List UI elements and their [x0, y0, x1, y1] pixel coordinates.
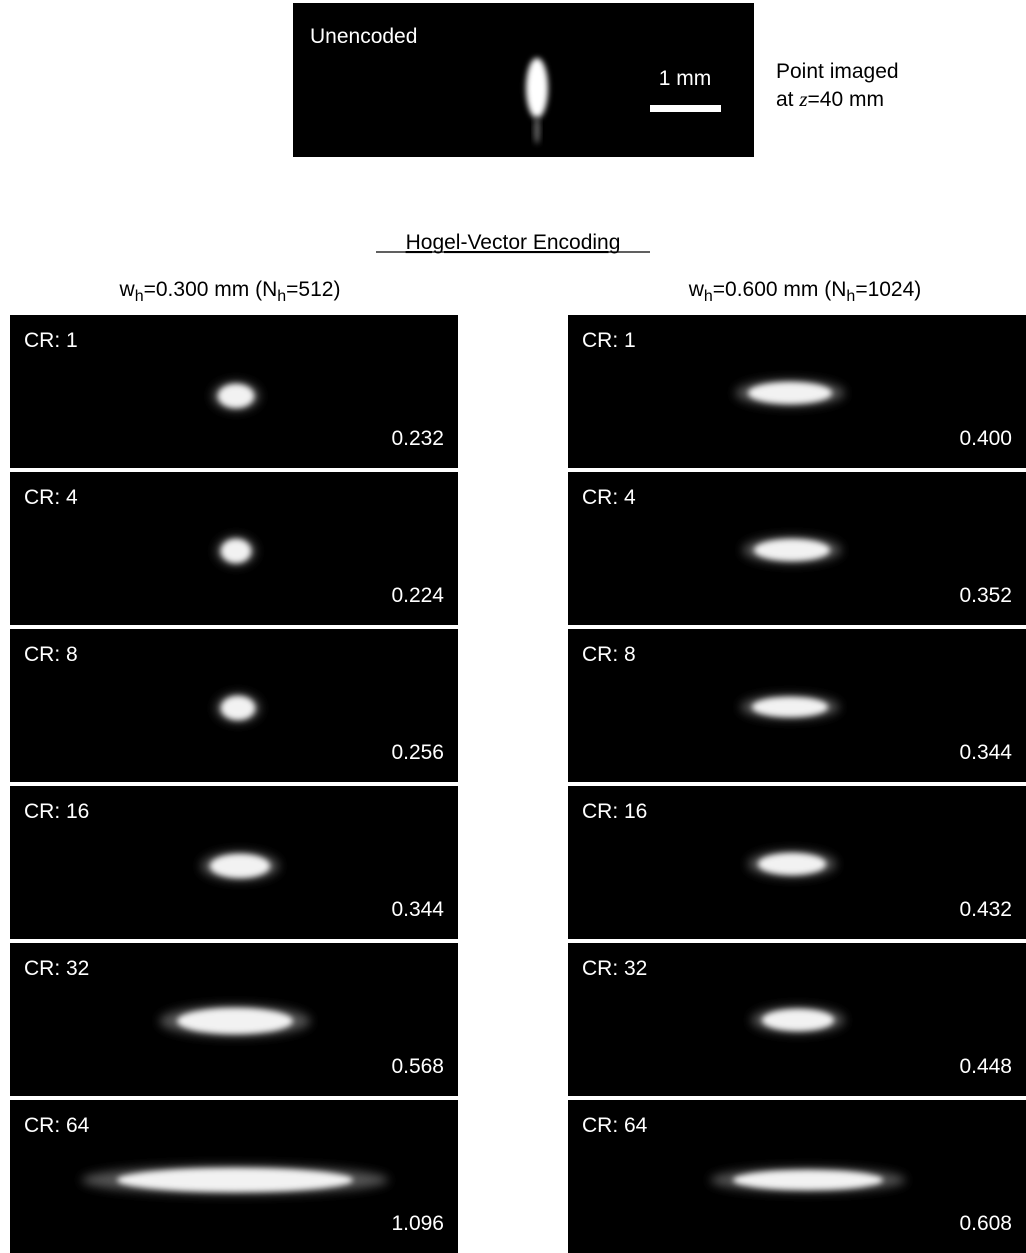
text-part: =40 mm: [808, 88, 884, 111]
panel-label: CR: 16: [24, 800, 89, 823]
psf-spot: [752, 697, 828, 717]
psf-spot: [221, 696, 255, 720]
text-part: =0.600 mm (N: [713, 278, 847, 301]
psf-spot: [221, 539, 251, 563]
text-part: Point imaged: [776, 60, 899, 83]
panel-label: CR: 64: [582, 1114, 648, 1137]
section-title: Hogel-Vector Encoding: [406, 231, 621, 254]
psf-spot: [758, 853, 826, 875]
subscript: h: [704, 288, 713, 305]
panel-value: 0.256: [391, 741, 444, 764]
panel-value: 1.096: [391, 1212, 444, 1235]
panel-label: CR: 16: [582, 800, 647, 823]
panel-value: 0.352: [959, 584, 1012, 607]
point-spot: [526, 58, 548, 118]
note-line: at z=40 mm: [776, 87, 884, 111]
psf-spot: [733, 1170, 883, 1190]
psf-spot: [218, 384, 254, 408]
text-part: =1024): [855, 278, 921, 301]
panel-value: 0.232: [391, 427, 444, 450]
panel-label: CR: 8: [582, 643, 636, 666]
panel-label: CR: 8: [24, 643, 78, 666]
panel-label: CR: 4: [582, 486, 636, 509]
panel-value: 0.224: [391, 584, 444, 607]
panel-value: 0.448: [959, 1055, 1012, 1078]
subscript: h: [135, 288, 144, 305]
panel-value: 0.344: [391, 898, 444, 921]
scale-label: 1 mm: [659, 67, 712, 90]
psf-spot: [748, 382, 832, 404]
figure: Unencoded 1 mm Point imaged at z=40 mm Ho…: [0, 0, 1026, 1253]
panel-value: 0.344: [959, 741, 1012, 764]
panel-label: CR: 32: [582, 957, 647, 980]
panel-label: CR: 4: [24, 486, 78, 509]
text-part: at: [776, 88, 799, 111]
panel-label: CR: 1: [24, 329, 78, 352]
panel-value: 0.432: [959, 898, 1012, 921]
text-part: =0.300 mm (N: [144, 278, 278, 301]
column-header: wh=0.300 mm (Nh=512): [119, 278, 341, 305]
note: Point imaged at z=40 mm: [776, 60, 899, 111]
panel-value: 0.400: [959, 427, 1012, 450]
scale-bar: [650, 105, 721, 112]
italic-text: z: [798, 87, 807, 111]
text-part: w: [119, 278, 136, 301]
psf-spot: [762, 1009, 834, 1031]
top-label: Unencoded: [310, 25, 417, 48]
panel-value: 0.568: [391, 1055, 444, 1078]
text-part: w: [688, 278, 705, 301]
panel-value: 0.608: [959, 1212, 1012, 1235]
panel-label: CR: 32: [24, 957, 89, 980]
point-tail: [534, 116, 540, 144]
text-part: =512): [286, 278, 340, 301]
psf-spot: [210, 854, 270, 878]
subscript: h: [277, 288, 286, 305]
psf-spot: [177, 1008, 293, 1034]
panel-label: CR: 1: [582, 329, 636, 352]
panel-label: CR: 64: [24, 1114, 90, 1137]
psf-spot: [117, 1168, 353, 1192]
column-header: wh=0.600 mm (Nh=1024): [688, 278, 922, 305]
subscript: h: [846, 288, 855, 305]
note-line: Point imaged: [776, 60, 899, 83]
psf-spot: [754, 539, 830, 561]
